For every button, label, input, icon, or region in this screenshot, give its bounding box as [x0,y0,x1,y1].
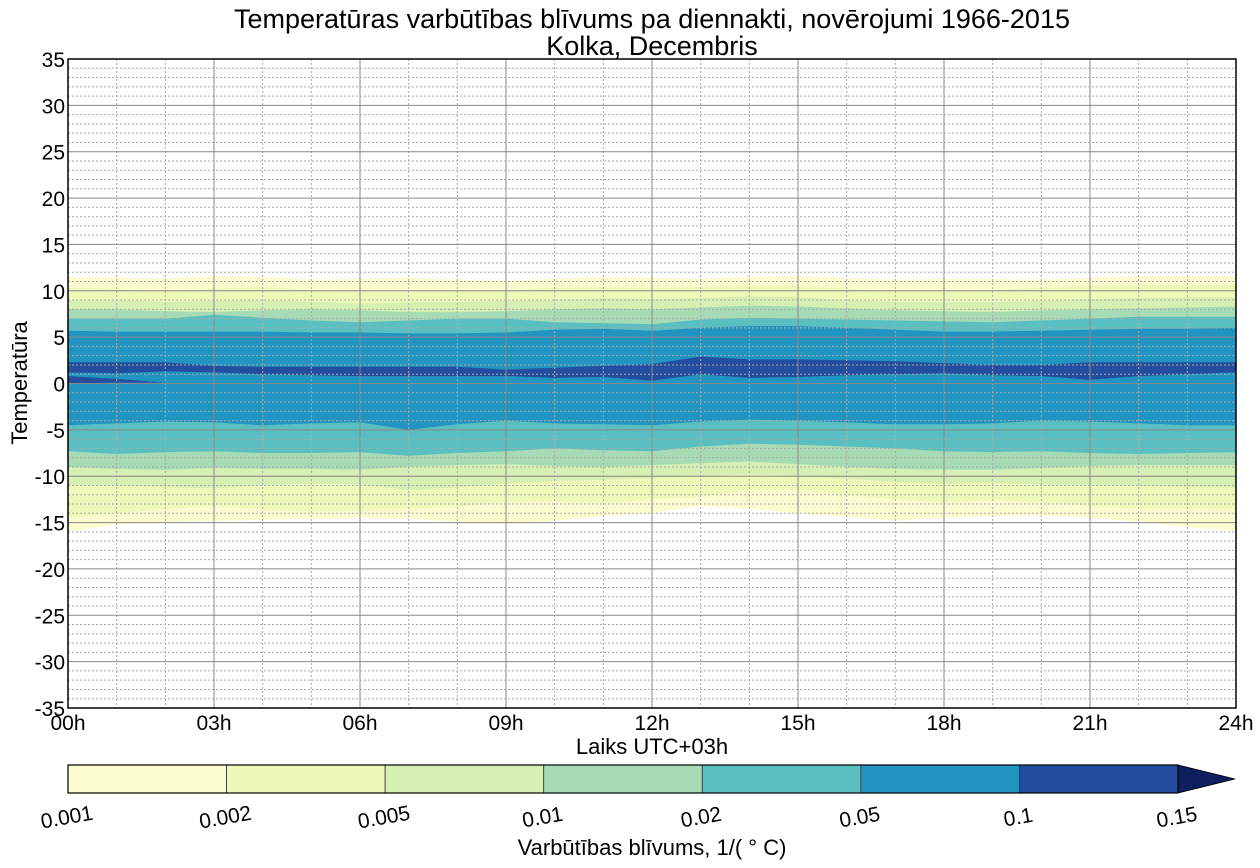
colorbar-swatch [384,764,545,794]
y-tick-label: -10 [35,466,65,489]
y-tick-label: -15 [35,513,65,536]
y-tick-label: 35 [42,49,65,72]
colorbar-swatch [1019,764,1179,794]
x-axis-label: Laiks UTC+03h [576,734,728,759]
colorbar-tick-label: 0.05 [838,803,882,833]
colorbar-label: Varbūtības blīvums, 1/( ° C) [518,835,787,860]
x-axis: 00h 03h 06h 09h 12h 15h 18h 21h 24h [50,712,1253,735]
y-tick-label: -20 [35,559,65,582]
y-tick-label: 0 [53,374,65,397]
x-tick-label: 15h [780,712,815,735]
colorbar-tick-label: 0.1 [1002,804,1035,832]
colorbar: 0.001 0.002 0.005 0.01 0.02 0.05 0.1 0.15 [39,764,1236,834]
y-tick-label: 10 [42,281,65,304]
colorbar-tick-label: 0.005 [356,802,412,834]
y-tick-label: 30 [42,95,65,118]
y-tick-label: 25 [42,142,65,165]
x-tick-label: 21h [1072,712,1107,735]
colorbar-swatch [226,764,386,794]
colorbar-tick-label: 0.02 [679,803,723,833]
y-tick-label: -35 [35,698,65,721]
colorbar-tick-label: 0.001 [39,802,95,834]
colorbar-extend-arrow [1177,764,1236,794]
chart-title: Temperatūras varbūtības blīvums pa dienn… [234,4,1070,34]
x-tick-label: 12h [634,712,669,735]
x-tick-label: 00h [50,712,85,735]
colorbar-swatch [860,764,1020,794]
colorbar-swatch [701,764,862,794]
y-tick-label: 5 [53,327,65,350]
y-tick-label: -5 [46,420,65,443]
y-tick-label: 15 [42,234,65,257]
colorbar-tick-label: 0.002 [198,802,254,834]
y-tick-label: -25 [35,605,65,628]
plot-frame [67,58,1237,709]
colorbar-swatch [543,764,703,794]
chart-subtitle: Kolka, Decembris [546,31,758,61]
x-tick-label: 06h [342,712,377,735]
x-tick-label: 09h [488,712,523,735]
colorbar-frame [67,764,1179,794]
grid-lines [68,59,1236,708]
colorbar-swatch [67,764,227,794]
y-axis-label: Temperatūra [7,320,32,444]
colorbar-tick-label: 0.01 [520,803,564,833]
y-axis: -35 -30 -25 -20 -15 -10 -5 0 5 10 15 20 25 30 35 [35,49,65,721]
y-tick-label: -30 [35,652,65,675]
x-tick-label: 03h [196,712,231,735]
colorbar-tick-label: 0.15 [1155,803,1199,833]
y-tick-label: 20 [42,188,65,211]
x-tick-label: 24h [1218,712,1253,735]
x-tick-label: 18h [926,712,961,735]
